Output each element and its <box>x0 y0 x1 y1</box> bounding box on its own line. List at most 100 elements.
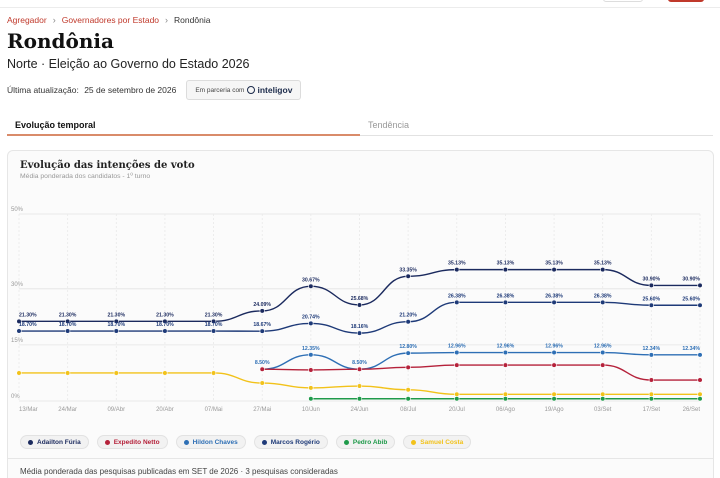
last-updated-label: Última atualização: <box>7 85 79 95</box>
top-bar-primary-button[interactable] <box>668 0 704 2</box>
data-point <box>405 364 411 370</box>
x-tick-label: 24/Jun <box>350 407 368 413</box>
x-tick-label: 19/Ago <box>545 407 565 413</box>
data-point <box>405 350 411 356</box>
x-tick-label: 03/Set <box>594 407 612 413</box>
data-point <box>16 318 22 324</box>
data-point <box>308 283 314 289</box>
data-point <box>405 387 411 393</box>
data-label: 26.38% <box>448 293 466 299</box>
data-label: 12.80% <box>399 344 417 350</box>
breadcrumb: Agregador › Governadores por Estado › Ro… <box>7 15 210 25</box>
data-label: 12.96% <box>448 344 466 350</box>
x-tick-label: 26/Set <box>683 407 701 413</box>
data-point <box>502 349 509 356</box>
data-point <box>600 267 606 273</box>
data-label: 21.30% <box>107 312 125 318</box>
data-label: 26.38% <box>545 293 563 299</box>
data-point <box>551 299 557 305</box>
legend-label: Marcos Rogério <box>270 438 320 446</box>
data-point <box>308 385 314 391</box>
data-point <box>162 370 168 376</box>
chart-card: Evolução das intenções de voto Média pon… <box>7 150 714 478</box>
last-updated: Última atualização: 25 de setembro de 20… <box>7 85 176 95</box>
data-label: 26.38% <box>497 293 515 299</box>
data-label: 24.09% <box>253 302 271 308</box>
data-label: 18.67% <box>253 322 271 328</box>
x-tick-label: 20/Jul <box>449 407 465 413</box>
data-label: 35.13% <box>448 261 466 267</box>
data-point <box>356 396 363 402</box>
partner-name: inteligov <box>257 85 293 95</box>
legend-item[interactable]: Adailton Fúria <box>20 435 89 449</box>
data-point <box>210 318 217 324</box>
data-label: 8.50% <box>255 360 270 366</box>
top-bar <box>0 0 720 8</box>
data-label: 35.13% <box>594 261 612 267</box>
data-label: 18.70% <box>107 322 125 328</box>
tab-tendencia[interactable]: Tendência <box>368 120 410 130</box>
data-label: 20.74% <box>302 314 320 320</box>
breadcrumb-agregador-link[interactable]: Agregador <box>7 15 47 25</box>
data-point <box>308 320 314 327</box>
data-point <box>502 396 509 402</box>
data-point <box>356 330 363 336</box>
data-label: 12.34% <box>643 346 661 352</box>
data-point <box>65 318 71 324</box>
x-tick-label: 20/Abr <box>156 407 174 413</box>
data-point <box>259 380 265 386</box>
x-tick-label: 08/Jul <box>400 407 416 413</box>
data-label: 35.13% <box>545 261 563 267</box>
legend-item[interactable]: Pedro Abib <box>335 435 396 449</box>
data-point <box>65 328 71 334</box>
last-updated-value: 25 de setembro de 2026 <box>84 85 177 95</box>
legend-item[interactable]: Samuel Costa <box>403 435 472 449</box>
data-label: 12.34% <box>682 346 700 352</box>
legend-dot-icon <box>343 439 349 445</box>
chart-legend: Adailton Fúria Expedito Netto Hildon Chave… <box>20 435 472 449</box>
breadcrumb-governadores-link[interactable]: Governadores por Estado <box>61 15 160 25</box>
x-tick-label: 07/Mai <box>205 407 223 413</box>
data-label: 30.90% <box>682 276 700 282</box>
data-point <box>600 396 606 402</box>
legend-dot-icon <box>411 439 417 445</box>
y-tick-label: 0% <box>11 394 20 400</box>
data-label: 33.35% <box>399 267 417 273</box>
legend-item[interactable]: Hildon Chaves <box>175 435 246 449</box>
page-title: Rondônia <box>7 29 114 53</box>
data-point <box>600 362 606 368</box>
data-point <box>600 299 606 305</box>
data-point <box>405 396 411 402</box>
tab-evolucao-temporal[interactable]: Evolução temporal <box>7 114 360 136</box>
data-point <box>648 282 654 289</box>
data-point <box>697 396 703 402</box>
data-point <box>308 396 314 402</box>
data-point <box>502 362 509 368</box>
data-point <box>648 391 654 397</box>
view-tabs: Evolução temporal Tendência <box>7 114 713 136</box>
x-tick-label: 06/Ago <box>496 407 516 413</box>
series-line <box>262 351 700 370</box>
y-tick-label: 30% <box>11 282 24 288</box>
data-point <box>356 366 363 372</box>
data-point <box>405 319 411 325</box>
partner-badge[interactable]: Em parceria com inteligov <box>186 80 302 100</box>
data-point <box>600 349 606 356</box>
data-label: 18.70% <box>205 322 223 328</box>
data-label: 12.96% <box>594 344 612 350</box>
legend-dot-icon <box>104 439 110 445</box>
x-tick-label: 27/Mai <box>253 407 271 413</box>
data-point <box>697 282 703 289</box>
data-point <box>551 349 557 356</box>
legend-label: Hildon Chaves <box>192 438 238 446</box>
legend-item[interactable]: Marcos Rogério <box>253 435 328 449</box>
breadcrumb-separator: › <box>52 15 56 25</box>
top-bar-button[interactable] <box>603 0 643 2</box>
inteligov-logo-icon <box>247 86 256 94</box>
data-point <box>551 391 557 397</box>
legend-dot-icon <box>28 439 33 445</box>
data-point <box>259 366 265 372</box>
legend-item[interactable]: Expedito Netto <box>96 435 168 449</box>
card-divider <box>8 458 713 459</box>
series-line <box>262 364 701 381</box>
